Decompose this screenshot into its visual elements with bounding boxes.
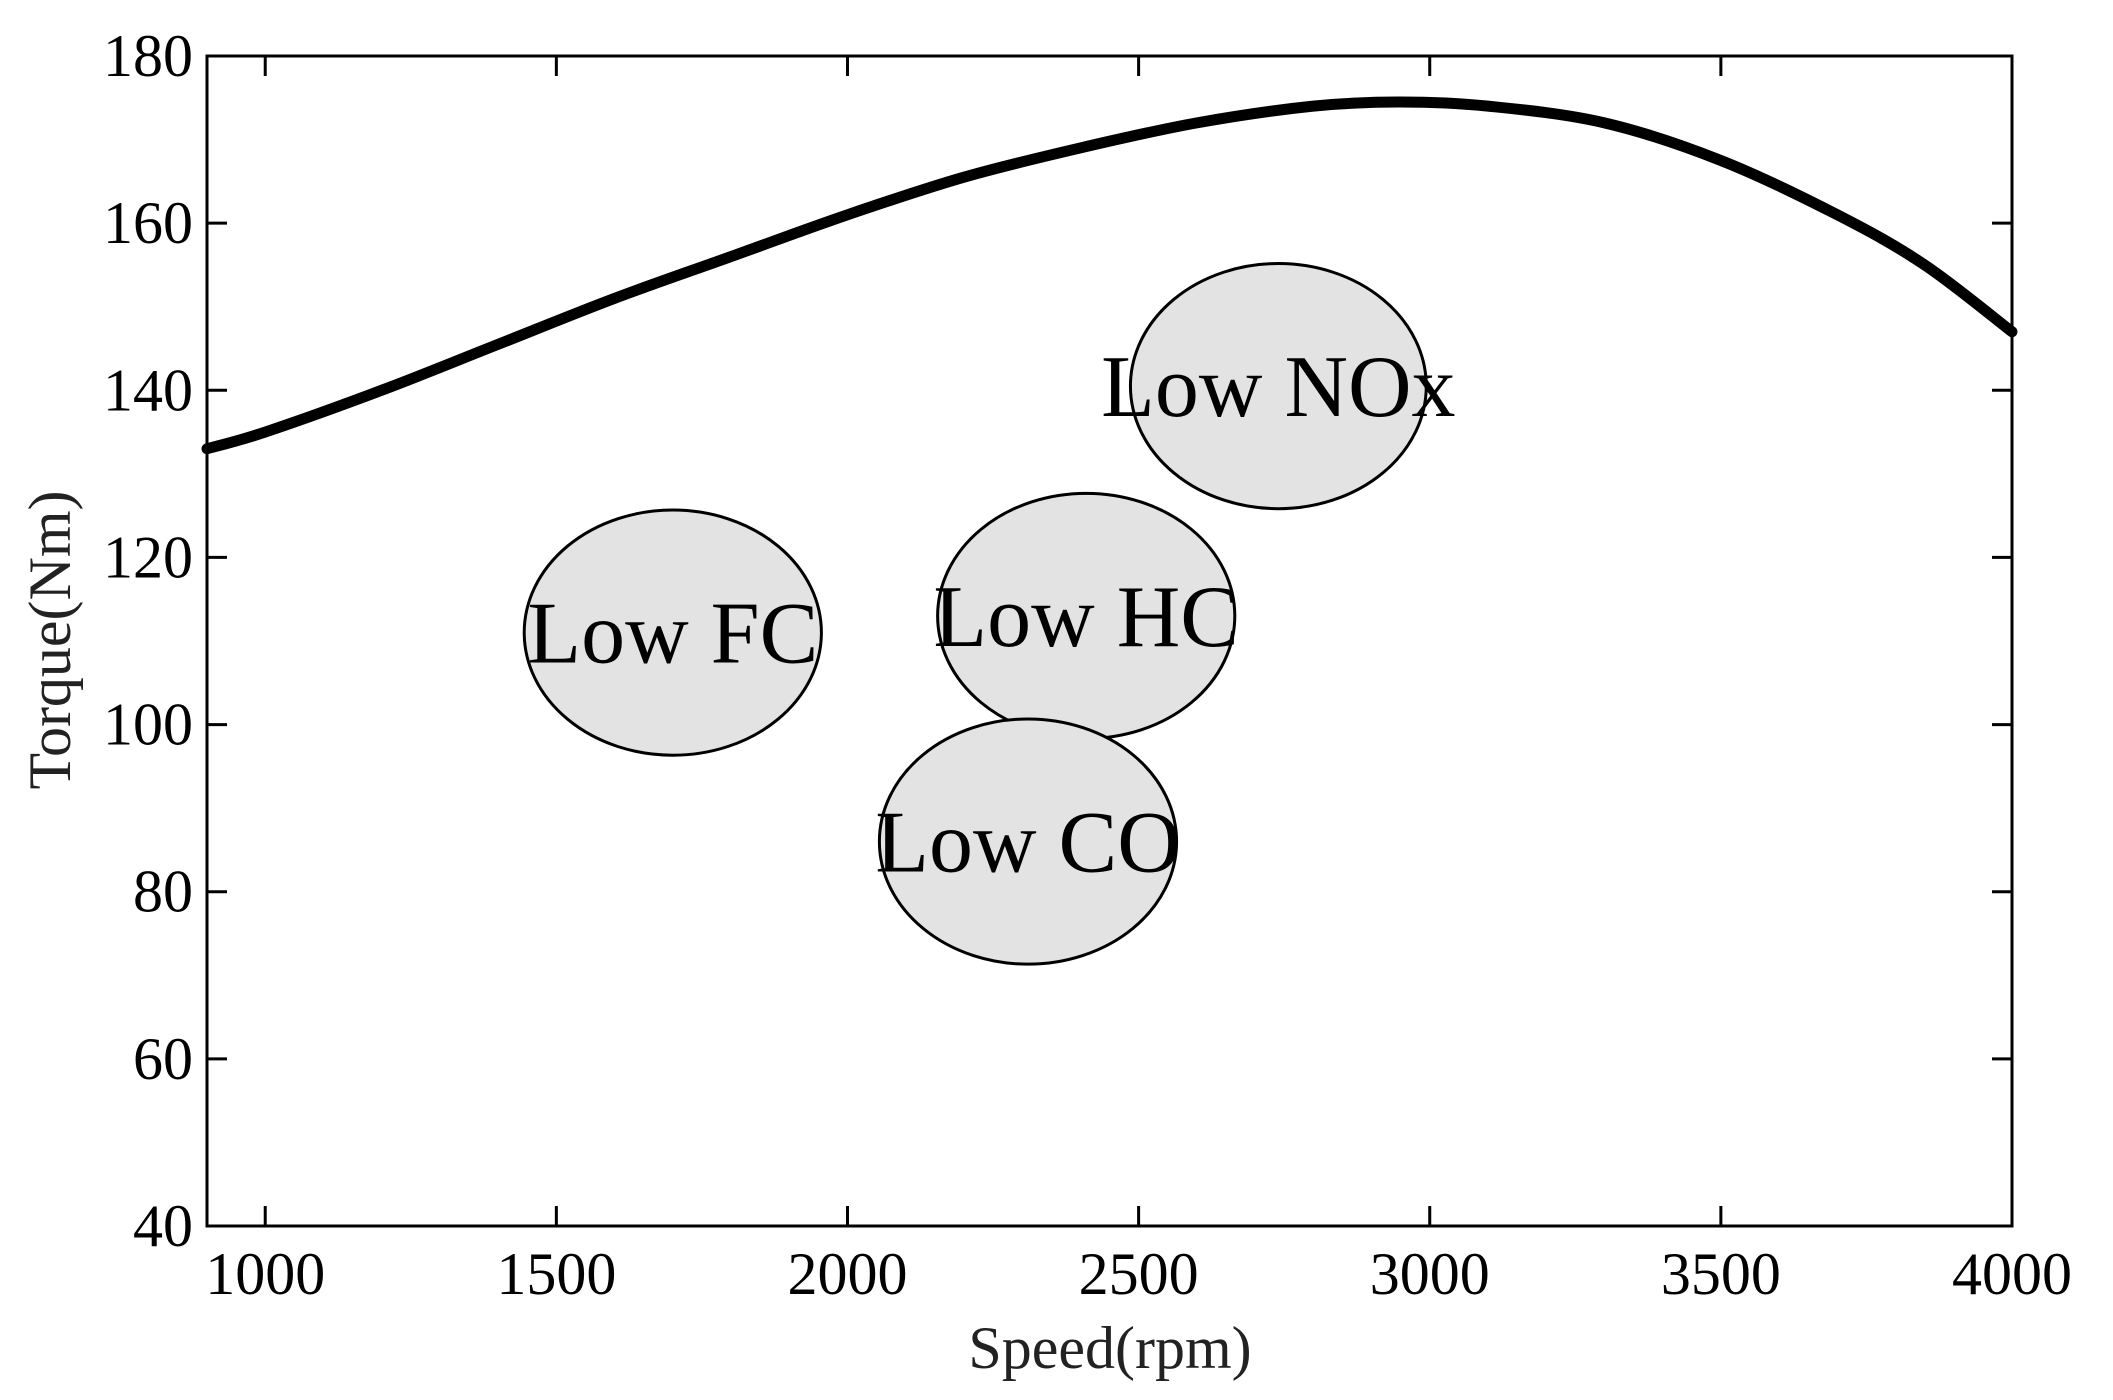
region-label: Low NOx xyxy=(1101,339,1455,436)
region-2: Low HC xyxy=(933,491,1239,741)
region-label: Low FC xyxy=(527,586,818,683)
region-0: Low NOx xyxy=(1101,262,1456,511)
y-axis-label: Torque(Nm) xyxy=(17,490,83,789)
x-tick-label: 1500 xyxy=(496,1241,616,1307)
x-tick-label: 2000 xyxy=(787,1241,907,1307)
ticks-layer: 1000 1500 2000 2500 3000 3500 4000 40 60 80 100 120… xyxy=(103,23,2072,1307)
x-tick-label: 4000 xyxy=(1952,1241,2072,1307)
y-tick-label: 140 xyxy=(103,357,193,423)
y-tick-label: 80 xyxy=(133,859,193,925)
x-tick-label: 3000 xyxy=(1370,1241,1490,1307)
y-tick-label: 160 xyxy=(103,190,193,256)
y-tick-label: 40 xyxy=(133,1193,193,1259)
regions-layer: Low NOx Low FC Low HC Low CO xyxy=(522,262,1456,966)
x-tick-label: 1000 xyxy=(205,1241,325,1307)
region-ellipse xyxy=(522,508,823,757)
y-tick-label: 60 xyxy=(133,1026,193,1092)
region-label: Low HC xyxy=(933,569,1239,666)
y-tick-label: 100 xyxy=(103,692,193,758)
series-line-0 xyxy=(201,96,2018,455)
y-tick-label: 120 xyxy=(103,524,193,590)
y-tick-label: 180 xyxy=(103,23,193,89)
region-label: Low CO xyxy=(875,795,1181,892)
plot-frame xyxy=(205,54,2014,1228)
x-tick-label: 3500 xyxy=(1661,1241,1781,1307)
curve-layer xyxy=(201,96,2018,455)
region-3: Low CO xyxy=(875,717,1181,966)
region-ellipse xyxy=(877,717,1179,966)
region-1: Low FC xyxy=(522,508,823,757)
region-ellipse xyxy=(1128,262,1428,511)
x-axis-label: Speed(rpm) xyxy=(968,1315,1251,1381)
x-tick-label: 2500 xyxy=(1079,1241,1199,1307)
